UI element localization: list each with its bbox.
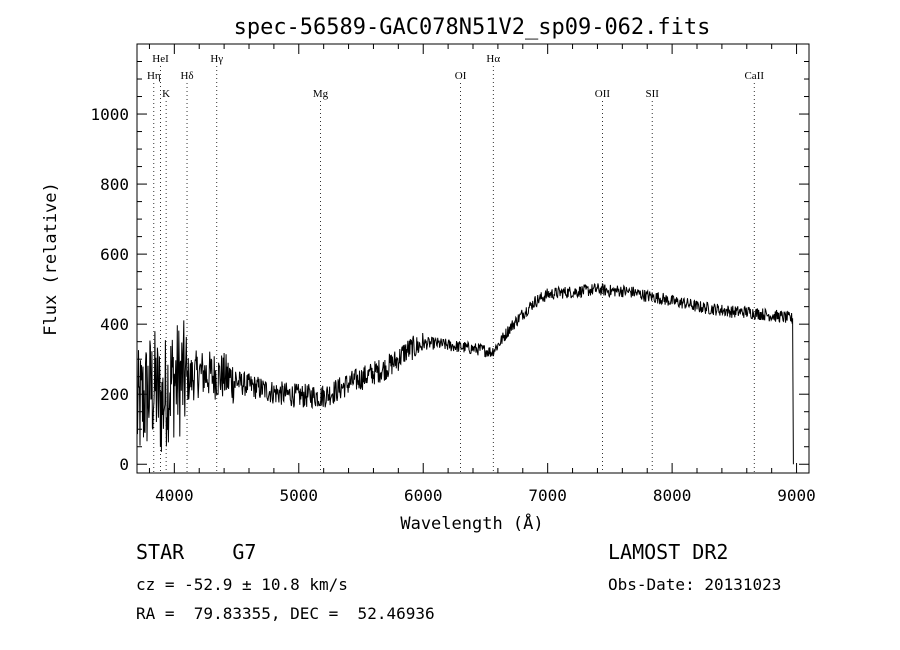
spectral-line-label: Hδ (180, 70, 193, 82)
spectral-line-label: OII (595, 88, 611, 100)
plot-frame (136, 43, 810, 474)
x-axis-label: Wavelength (Å) (400, 512, 543, 534)
object-class: STAR G7 (136, 540, 257, 564)
spectral-line-label: Hη (147, 70, 161, 82)
axis-tick-labels: 4000 5000 6000 7000 8000 9000 0 200 400 600 800 100… (90, 105, 815, 505)
survey-name: LAMOST DR2 (608, 540, 729, 564)
spectral-line-label: HeI (152, 53, 169, 65)
x-tick-label: 8000 (653, 486, 692, 505)
observation-date: Obs-Date: 20131023 (608, 575, 782, 594)
spectral-line-label: Hα (486, 53, 500, 65)
x-tick-label: 6000 (404, 486, 443, 505)
y-tick-label: 600 (100, 245, 129, 264)
spectrum-chart: spec-56589-GAC078N51V2_sp09-062.fits HeI… (41, 15, 816, 534)
y-tick-label: 1000 (90, 105, 129, 124)
y-tick-label: 0 (119, 455, 129, 474)
y-tick-label: 800 (100, 175, 129, 194)
spectral-line-label: OI (455, 70, 467, 82)
x-tick-label: 9000 (777, 486, 816, 505)
spectral-line-markers: HeI HηK Hδ Hγ Mg OI Hα OII SII CaII (147, 53, 764, 473)
axis-ticks (137, 44, 809, 473)
y-axis-label: Flux (relative) (41, 182, 61, 336)
x-tick-label: 4000 (155, 486, 194, 505)
y-tick-label: 400 (100, 315, 129, 334)
chart-title: spec-56589-GAC078N51V2_sp09-062.fits (234, 15, 711, 40)
spectral-line-label: K (162, 88, 170, 100)
spectral-line-label: Mg (313, 88, 329, 100)
spectral-line-label: CaII (744, 70, 764, 82)
x-tick-label: 7000 (528, 486, 567, 505)
y-tick-label: 200 (100, 385, 129, 404)
spectral-line-label: SII (645, 88, 659, 100)
coordinates: RA = 79.83355, DEC = 52.46936 (136, 604, 435, 623)
x-tick-label: 5000 (280, 486, 319, 505)
spectrum-line (136, 282, 794, 465)
redshift-velocity: cz = -52.9 ± 10.8 km/s (136, 575, 348, 594)
spectral-line-label: Hγ (210, 53, 223, 65)
